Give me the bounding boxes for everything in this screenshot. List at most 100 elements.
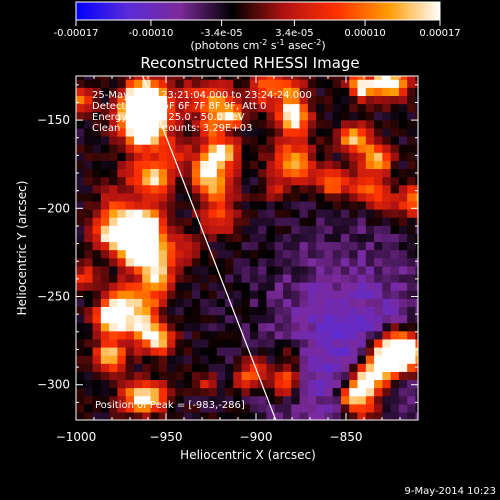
heatmap-pixel <box>382 257 392 267</box>
heatmap-pixel <box>249 87 259 96</box>
heatmap-pixel <box>117 127 127 137</box>
heatmap-pixel <box>374 330 383 340</box>
heatmap-pixel <box>142 306 152 316</box>
heatmap-pixel <box>167 127 176 137</box>
heatmap-pixel <box>291 346 301 356</box>
heatmap-pixel <box>258 298 268 307</box>
heatmap-pixel <box>200 209 210 218</box>
heatmap-pixel <box>233 411 243 420</box>
heatmap-pixel <box>109 144 118 153</box>
heatmap-pixel <box>76 265 85 275</box>
heatmap-pixel <box>133 257 143 267</box>
heatmap-pixel <box>324 338 334 348</box>
heatmap-pixel <box>374 298 383 307</box>
heatmap-pixel <box>183 379 193 389</box>
heatmap-pixel <box>382 233 392 243</box>
heatmap-pixel <box>142 176 152 186</box>
heatmap-pixel <box>382 192 392 202</box>
heatmap-pixel <box>357 209 367 218</box>
heatmap-pixel <box>84 363 94 372</box>
heatmap-pixel <box>357 355 367 364</box>
heatmap-pixel <box>117 103 127 113</box>
heatmap-pixel <box>291 249 301 259</box>
heatmap-pixel <box>76 144 85 153</box>
heatmap-pixel <box>133 395 143 405</box>
heatmap-pixel <box>374 127 383 137</box>
heatmap-pixel <box>249 363 259 372</box>
heatmap-pixel <box>117 306 127 316</box>
heatmap-pixel <box>76 192 85 202</box>
heatmap-pixel <box>407 330 417 340</box>
heatmap-pixel <box>307 79 317 88</box>
footer-date: 9-May-2014 10:23 <box>404 486 496 497</box>
heatmap-pixel <box>142 200 152 210</box>
heatmap-pixel <box>167 95 176 105</box>
heatmap-pixel <box>374 314 383 324</box>
heatmap-pixel <box>100 87 110 96</box>
heatmap-pixel <box>175 217 185 226</box>
heatmap-pixel <box>191 160 201 170</box>
heatmap-pixel <box>183 257 193 267</box>
heatmap-pixel <box>398 119 408 129</box>
heatmap-pixel <box>382 103 392 113</box>
heatmap-pixel <box>299 355 309 364</box>
heatmap-pixel <box>398 363 408 372</box>
heatmap-pixel <box>316 403 325 413</box>
heatmap-pixel <box>307 273 317 283</box>
heatmap-pixel <box>274 387 284 397</box>
heatmap-pixel <box>291 103 301 113</box>
heatmap-pixel <box>84 314 94 324</box>
heatmap-pixel <box>225 103 234 113</box>
heatmap-pixel <box>158 330 168 340</box>
heatmap-pixel <box>191 225 201 234</box>
heatmap-pixel <box>407 411 417 420</box>
heatmap-pixel <box>100 265 110 275</box>
heatmap-pixel <box>76 330 85 340</box>
heatmap-pixel <box>183 168 193 178</box>
heatmap-pixel <box>249 411 259 420</box>
heatmap-pixel <box>233 282 243 291</box>
heatmap-pixel <box>76 363 85 372</box>
heatmap-pixel <box>216 95 226 105</box>
heatmap-pixel <box>200 371 210 381</box>
heatmap-pixel <box>274 290 284 299</box>
heatmap-pixel <box>109 209 118 218</box>
heatmap-pixel <box>258 176 268 186</box>
heatmap-pixel <box>208 249 218 259</box>
heatmap-pixel <box>109 95 118 105</box>
heatmap-pixel <box>374 144 383 153</box>
heatmap-pixel <box>283 144 292 153</box>
heatmap-pixel <box>299 403 309 413</box>
heatmap-pixel <box>332 152 342 161</box>
heatmap-pixel <box>225 322 234 332</box>
heatmap-pixel <box>266 152 276 161</box>
heatmap-pixel <box>357 306 367 316</box>
heatmap-pixel <box>398 257 408 267</box>
heatmap-pixel <box>357 290 367 299</box>
heatmap-pixel <box>158 322 168 332</box>
heatmap-pixel <box>208 265 218 275</box>
heatmap-pixel <box>349 135 359 145</box>
heatmap-pixel <box>340 265 350 275</box>
heatmap-pixel <box>100 225 110 234</box>
heatmap-pixel <box>299 233 309 243</box>
heatmap-pixel <box>274 184 284 194</box>
heatmap-pixel <box>200 379 210 389</box>
heatmap-pixel <box>398 184 408 194</box>
heatmap-pixel <box>407 176 417 186</box>
heatmap-pixel <box>398 127 408 137</box>
heatmap-pixel <box>167 144 176 153</box>
heatmap-pixel <box>258 346 268 356</box>
heatmap-pixel <box>299 168 309 178</box>
heatmap-pixel <box>299 209 309 218</box>
heatmap-pixel <box>357 95 367 105</box>
heatmap-pixel <box>374 233 383 243</box>
heatmap-pixel <box>216 241 226 251</box>
heatmap-pixel <box>365 119 375 129</box>
heatmap-pixel <box>175 176 185 186</box>
heatmap-pixel <box>175 371 185 381</box>
heatmap-pixel <box>340 379 350 389</box>
heatmap-pixel <box>142 168 152 178</box>
heatmap-pixel <box>357 217 367 226</box>
heatmap-pixel <box>167 111 176 121</box>
